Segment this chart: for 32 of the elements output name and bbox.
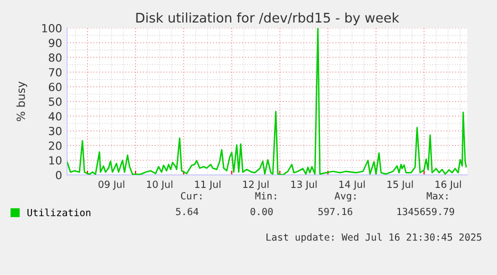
x-tick-label: 10 Jul — [147, 180, 172, 190]
chart-title: Disk utilization for /dev/rbd15 - by week — [136, 12, 400, 26]
line-series — [67, 28, 467, 175]
x-tick-label: 11 Jul — [195, 180, 220, 190]
y-tick-label: 30 — [48, 126, 62, 136]
x-tick-label: 14 Jul — [339, 180, 365, 190]
y-tick-label: 90 — [48, 38, 62, 48]
y-tick-label: 0 — [56, 170, 62, 180]
text: 1345659.79 — [397, 208, 454, 216]
text: Last update: Wed Jul 16 21:30:45 2025 — [266, 233, 482, 243]
text: 597.16 — [318, 208, 352, 216]
y-tick-label: 10 — [49, 156, 62, 165]
x-tick-label: 16 Jul — [436, 180, 461, 190]
y-tick-label: 50 — [48, 97, 62, 106]
text: Max: — [426, 192, 448, 200]
y-tick-label: 70 — [49, 68, 62, 76]
text: 5.64 — [176, 208, 198, 216]
x-tick-label: 09 Jul — [98, 180, 124, 190]
text: Cur: — [181, 192, 202, 200]
legend-label: Utilization — [27, 208, 90, 216]
y-tick-label: 100 — [42, 24, 62, 32]
y-tick-label: 60 — [48, 82, 62, 92]
text: Min: — [255, 192, 276, 200]
x-tick-label: 13 Jul — [291, 180, 317, 190]
y-axis-title: % busy — [16, 82, 28, 122]
text: 0.00 — [250, 208, 273, 216]
text: Avg: — [334, 192, 356, 202]
y-tick-label: 20 — [48, 142, 62, 150]
y-tick-label: 40 — [48, 112, 62, 121]
y-tick-label: 80 — [48, 53, 62, 62]
x-tick-label: 15 Jul — [388, 180, 413, 190]
x-tick-label: 12 Jul — [243, 180, 268, 190]
